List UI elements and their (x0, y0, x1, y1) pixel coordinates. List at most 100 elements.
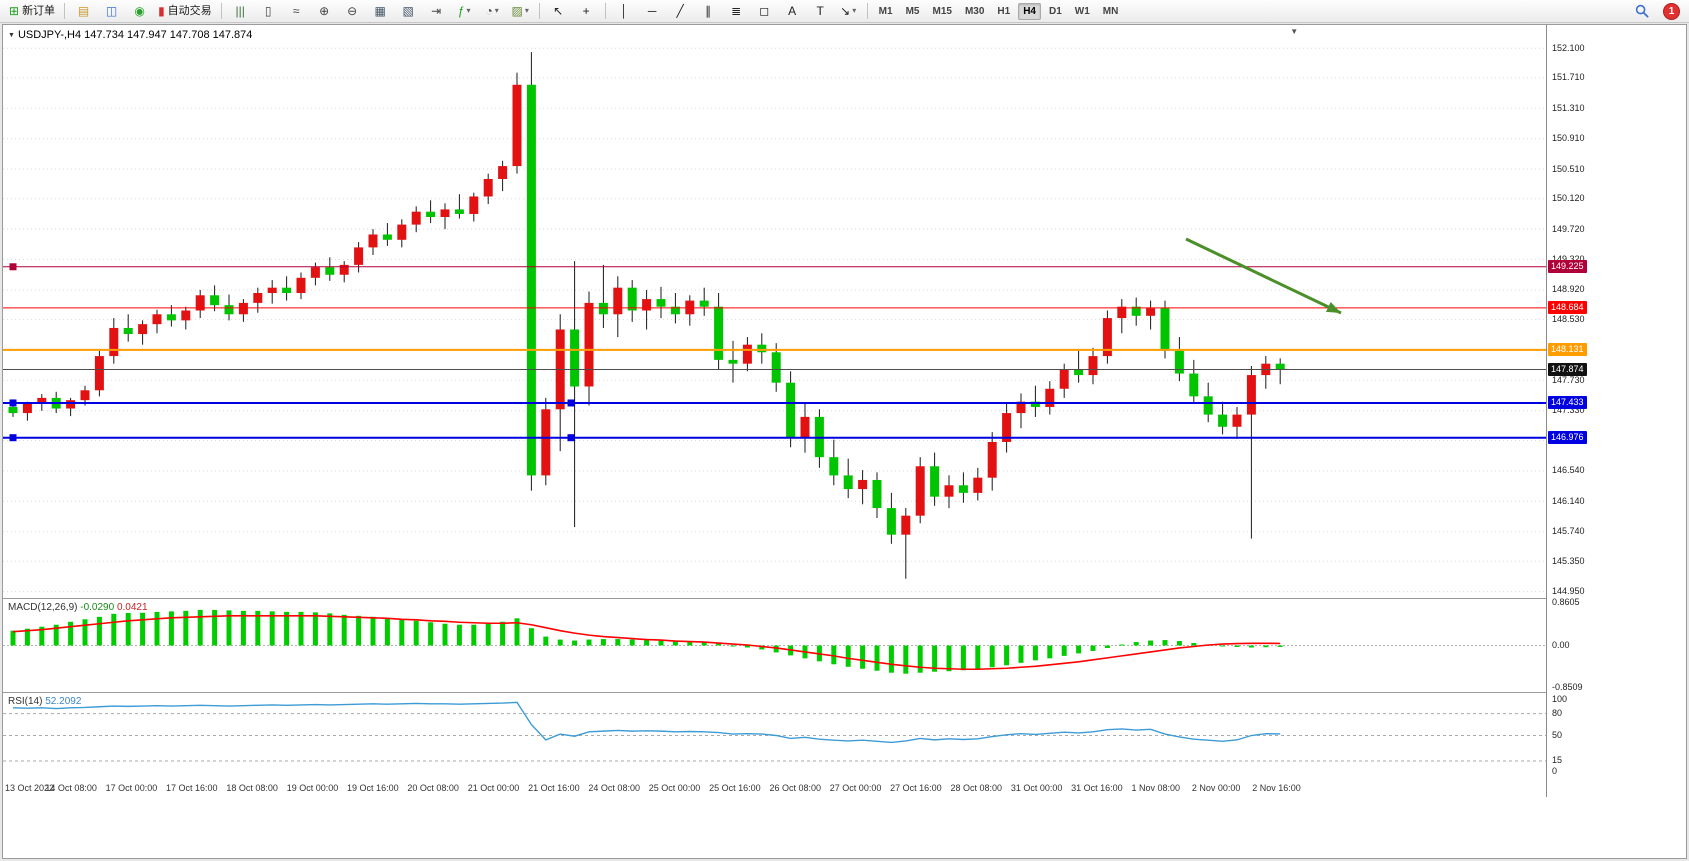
macd-bar (255, 610, 261, 646)
ohlc-values: 147.734 147.947 147.708 147.874 (84, 29, 253, 41)
candlestick-chart-icon[interactable]: ▯ (255, 1, 282, 22)
bar-chart-icon[interactable]: ||| (227, 1, 254, 22)
candle-body (498, 166, 508, 179)
candle-body (843, 475, 853, 490)
macd-bar (716, 643, 722, 646)
text-label-icon[interactable]: T (807, 1, 834, 22)
fibonacci-icon[interactable]: ≣ (723, 1, 750, 22)
timeframe-mn[interactable]: MN (1102, 5, 1119, 17)
candle-body (1232, 414, 1242, 427)
macd-bar (125, 612, 131, 646)
timeframe-m5[interactable]: M5 (905, 5, 920, 17)
time-axis-label: 21 Oct 00:00 (467, 783, 520, 793)
trendline-icon[interactable]: ╱ (667, 1, 694, 22)
toolbar-items: ⊞ 新订单 ▤ ◫ ◉ ▮ 自动交易 ||| ▯ ≈ ⊕ ⊖ ▦ ▧ ⇥ ƒ ▾ ◔ ▾ ▨ ▾ ↖ + │ ─ ╱ ∥ ≣ ◻ A T ↘ ▾… (5, 1, 1124, 22)
candles-layer (8, 52, 1285, 579)
candle-body (469, 196, 479, 214)
candle-body (526, 84, 536, 476)
text-icon[interactable]: A (779, 1, 806, 22)
price-line-tag: 148.131 (1548, 343, 1587, 357)
time-axis-label: 31 Oct 16:00 (1071, 783, 1123, 793)
macd-bar (989, 645, 995, 668)
price-line-tag: 148.684 (1548, 301, 1587, 315)
vertical-line-icon: │ (620, 4, 628, 18)
macd-bar (442, 623, 448, 646)
macd-bar (1162, 640, 1168, 646)
macd-axis-label: 0.00 (1552, 640, 1570, 650)
chart-collapse-icon[interactable]: ▼ (8, 32, 15, 39)
timeframe-d1[interactable]: D1 (1048, 5, 1062, 17)
macd-bar (744, 645, 750, 648)
timeframe-h1[interactable]: H1 (997, 5, 1011, 17)
rsi-indicator-chart[interactable] (3, 694, 1546, 777)
chart-shift-marker[interactable]: ▼ (1290, 27, 1299, 36)
macd-bar (428, 622, 434, 646)
crosshair-icon[interactable]: + (573, 1, 600, 22)
candle-body (1160, 308, 1170, 351)
time-axis-label: 27 Oct 00:00 (829, 783, 882, 793)
macd-bar (975, 645, 981, 669)
candle-body (973, 477, 983, 493)
search-button[interactable] (1628, 1, 1655, 22)
timeframe-m15[interactable]: M15 (932, 5, 952, 17)
zoom-out-icon[interactable]: ⊖ (339, 1, 366, 22)
toolbar-separator (220, 3, 222, 19)
autotrading-button[interactable]: ▮ 自动交易 (154, 1, 216, 22)
candle-body (1131, 306, 1141, 316)
candle-body (642, 299, 652, 311)
candle-body (296, 277, 306, 293)
cursor-icon[interactable]: ↖ (545, 1, 572, 22)
rsi-panel-label: RSI(14) 52.2092 (8, 696, 82, 707)
timeframe-m30[interactable]: M30 (964, 5, 985, 17)
candle-body (829, 457, 839, 476)
price-axis-label: 145.740 (1552, 526, 1585, 537)
line-chart-icon[interactable]: ≈ (283, 1, 310, 22)
macd-panel-separator[interactable] (3, 598, 1686, 599)
time-axis[interactable]: 13 Oct 2022 14 Oct 08:00 17 Oct 00:00 17 Oc… (3, 779, 1546, 797)
zoom-in-icon[interactable]: ⊕ (311, 1, 338, 22)
timeframe-h4[interactable]: H4 (1018, 2, 1041, 20)
candle-body (224, 305, 234, 315)
indicators-button[interactable]: ƒ ▾ (451, 1, 478, 22)
timeframe-m1[interactable]: M1 (878, 5, 893, 17)
candle-body (1174, 350, 1184, 374)
notification-badge[interactable]: 1 (1663, 2, 1680, 20)
templates-icon: ▨ (511, 4, 523, 18)
price-axis-label: 144.950 (1552, 586, 1585, 597)
macd-bar (96, 616, 102, 646)
templates-button[interactable]: ▨ ▾ (507, 1, 534, 22)
chart-shift-icon[interactable]: ⇥ (423, 1, 450, 22)
candle-body (670, 306, 680, 315)
candle-body (1045, 388, 1055, 407)
candle-body (210, 295, 220, 306)
new-order-button[interactable]: ⊞ 新订单 (5, 1, 59, 22)
timeframe-w1[interactable]: W1 (1074, 5, 1090, 17)
horizontal-line-icon[interactable]: ─ (639, 1, 666, 22)
periods-button[interactable]: ◔ ▾ (479, 1, 506, 22)
equidistant-channel-icon[interactable]: ∥ (695, 1, 722, 22)
rsi-panel-separator[interactable] (3, 692, 1686, 693)
chart-plot-area[interactable]: ▼ USDJPY-,H4 147.734 147.947 147.708 147.… (3, 25, 1546, 797)
arrows-tool-button[interactable]: ↘ ▾ (835, 1, 862, 22)
candlestick-chart[interactable] (3, 27, 1546, 597)
candle-body (382, 234, 392, 240)
shapes-icon: ◻ (759, 4, 770, 18)
time-axis-label: 31 Oct 00:00 (1010, 783, 1063, 793)
macd-indicator-chart[interactable] (3, 600, 1546, 691)
profiles-icon[interactable]: ◫ (98, 1, 125, 22)
macd-bar (557, 639, 563, 646)
candle-body (627, 287, 637, 311)
charts-icon[interactable]: ▤ (70, 1, 97, 22)
shapes-icon[interactable]: ◻ (751, 1, 778, 22)
candle-body (123, 327, 133, 335)
macd-bar (831, 645, 837, 665)
macd-bar (39, 626, 45, 646)
tile-windows-icon[interactable]: ▦ (367, 1, 394, 22)
price-axis[interactable]: 152.100 151.710 151.310 150.910 150.510 150.1… (1546, 25, 1686, 797)
macd-bar (514, 618, 520, 646)
macd-bar (672, 641, 678, 646)
auto-arrange-icon[interactable]: ▧ (395, 1, 422, 22)
community-icon[interactable]: ◉ (126, 1, 153, 22)
candle-body (152, 314, 162, 325)
vertical-line-icon[interactable]: │ (611, 1, 638, 22)
